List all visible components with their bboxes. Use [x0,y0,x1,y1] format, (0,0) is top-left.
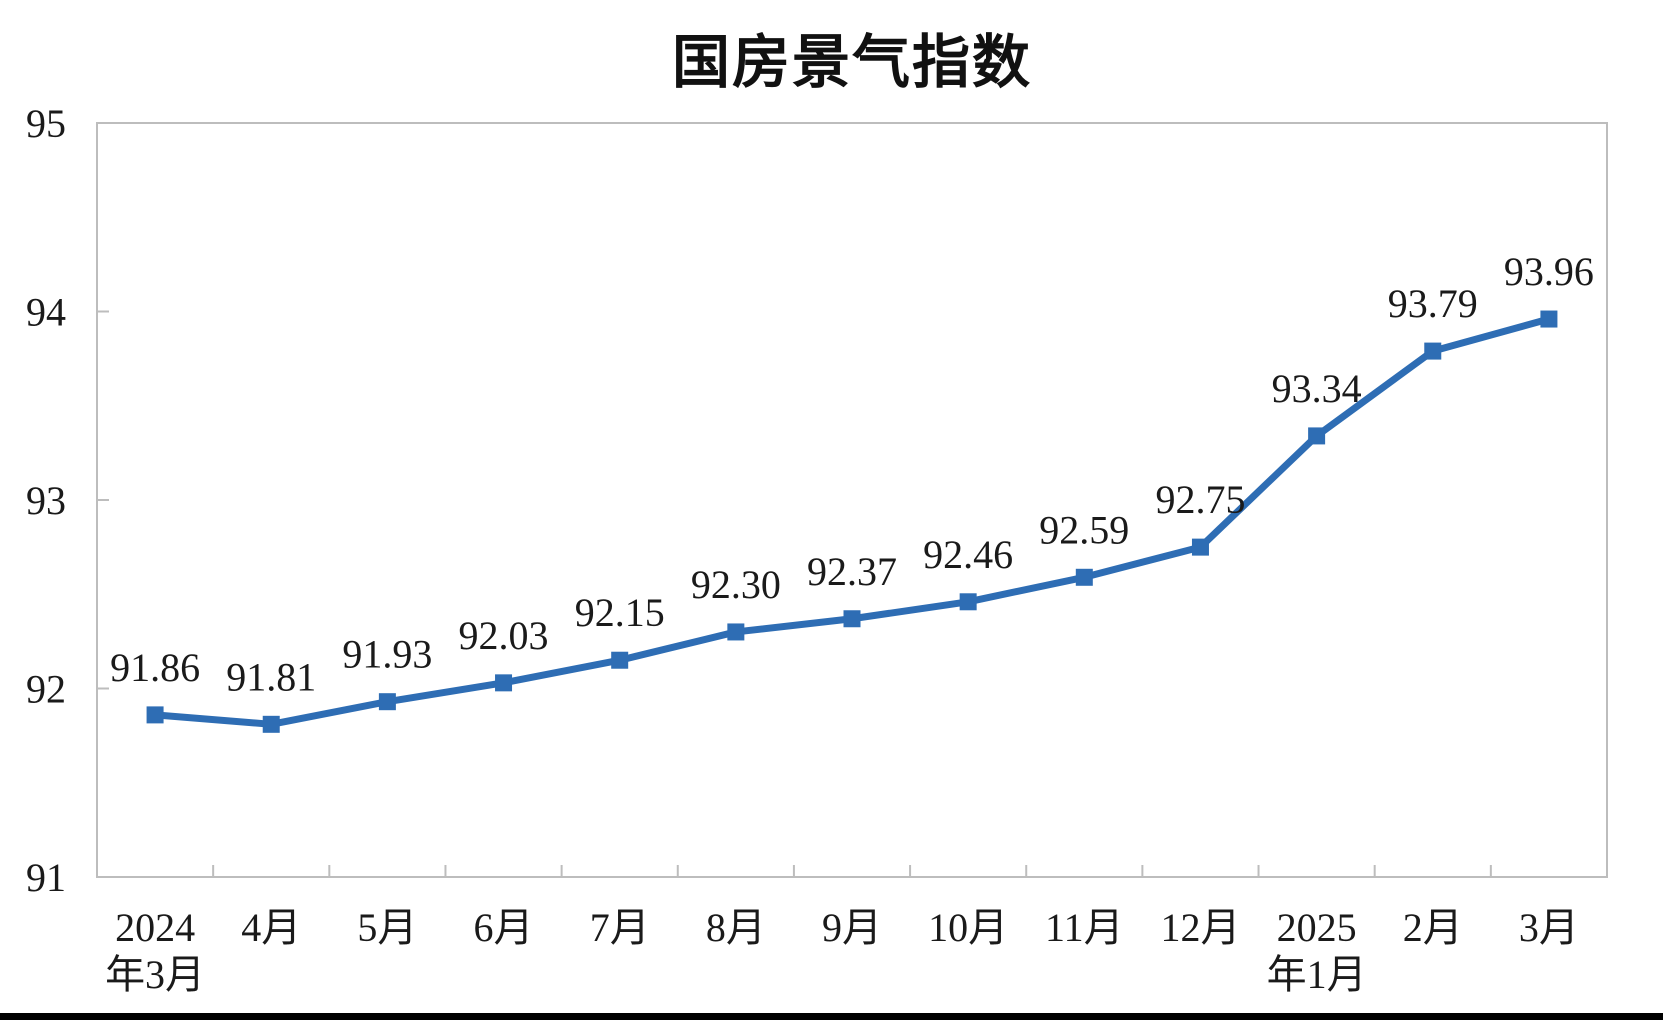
x-axis-tick-label: 4月 [241,905,301,950]
x-axis-tick-label: 2024 [115,905,195,950]
data-point-label: 91.86 [110,645,200,690]
data-point-marker [495,674,513,692]
y-axis-tick-label: 94 [26,290,66,335]
data-point-marker [1424,342,1442,360]
data-point-label: 91.81 [226,654,316,699]
x-axis-tick-label: 12月 [1160,905,1240,950]
data-point-label: 92.75 [1155,477,1245,522]
x-axis-tick-label: 9月 [822,905,882,950]
x-axis-tick-label: 8月 [706,905,766,950]
data-point-marker [146,706,164,724]
data-point-marker [378,693,396,711]
data-point-label: 91.93 [342,632,432,677]
x-axis-tick-label: 11月 [1045,905,1124,950]
y-axis-tick-label: 91 [26,855,66,900]
data-point-label: 92.03 [459,613,549,658]
chart-title: 国房景气指数 [671,30,1032,95]
data-point-label: 92.30 [691,562,781,607]
data-point-marker [611,651,629,669]
x-axis-tick-label: 3月 [1519,905,1579,950]
x-axis-tick-label: 年1月 [1267,952,1367,997]
data-point-marker [1075,568,1093,586]
x-axis-tick-label: 7月 [590,905,650,950]
bottom-border-bar [0,1013,1663,1020]
data-point-marker [1308,427,1326,445]
data-point-marker [959,593,977,611]
plot-area-frame [96,122,1608,878]
x-axis-tick-label: 6月 [474,905,534,950]
y-axis-tick-label: 95 [26,101,66,146]
y-axis-tick-label: 93 [26,478,66,523]
x-axis-tick-label: 年3月 [105,952,205,997]
data-point-marker [1540,310,1558,328]
x-axis-tick-label: 10月 [928,905,1008,950]
data-point-marker [1191,538,1209,556]
data-point-label: 93.34 [1272,366,1362,411]
x-axis-tick-label: 2月 [1403,905,1463,950]
data-point-label: 92.46 [923,532,1013,577]
data-point-label: 92.37 [807,549,897,594]
data-point-label: 93.96 [1504,249,1594,294]
x-axis-tick-label: 5月 [357,905,417,950]
data-point-marker [843,610,861,628]
data-point-marker [727,623,745,641]
data-point-label: 93.79 [1388,281,1478,326]
data-point-marker [262,715,280,733]
data-point-label: 92.15 [575,590,665,635]
x-axis-tick-label: 2025 [1277,905,1357,950]
data-point-label: 92.59 [1039,507,1129,552]
y-axis-tick-label: 92 [26,667,66,712]
